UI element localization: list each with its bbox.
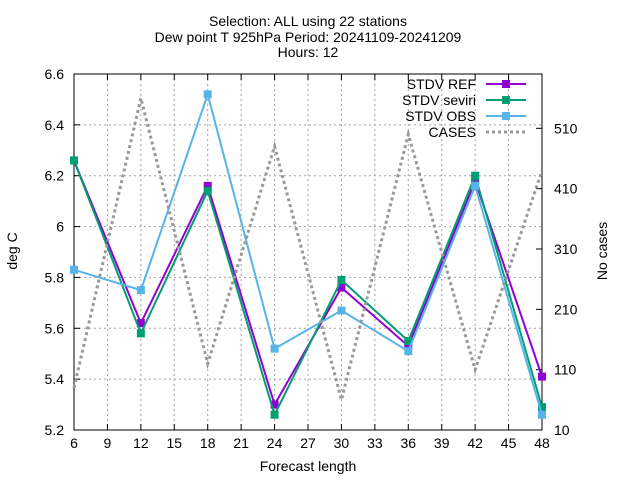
y-tick-label: 5.4 bbox=[45, 371, 65, 387]
x-tick-label: 9 bbox=[104, 435, 112, 451]
x-tick-label: 39 bbox=[434, 435, 450, 451]
y2-tick-label: 110 bbox=[554, 362, 577, 378]
legend-label: STDV seviri bbox=[402, 92, 476, 108]
legend-label: STDV OBS bbox=[405, 108, 476, 124]
x-tick-label: 36 bbox=[400, 435, 416, 451]
x-axis-label: Forecast length bbox=[260, 458, 357, 474]
y-tick-label: 6.4 bbox=[45, 117, 65, 133]
title-line-1: Selection: ALL using 22 stations bbox=[209, 13, 407, 29]
y-axis-label: deg C bbox=[4, 232, 20, 269]
y-tick-label: 6.6 bbox=[45, 66, 65, 82]
x-tick-label: 6 bbox=[70, 435, 78, 451]
y-tick-label: 5.6 bbox=[45, 320, 65, 336]
series-lines bbox=[70, 90, 546, 419]
series-line-3 bbox=[72, 97, 544, 401]
data-point bbox=[404, 337, 413, 345]
data-point bbox=[136, 286, 145, 295]
data-point bbox=[270, 344, 279, 353]
y-tick-label: 6.2 bbox=[45, 168, 65, 184]
legend-marker bbox=[502, 80, 510, 88]
data-point bbox=[337, 306, 346, 315]
legend-label: STDV REF bbox=[407, 76, 476, 92]
data-point bbox=[203, 90, 212, 99]
y2-tick-label: 210 bbox=[554, 301, 578, 317]
x-tick-label: 24 bbox=[267, 435, 283, 451]
data-point bbox=[203, 181, 212, 190]
y2-tick-label: 10 bbox=[554, 422, 570, 438]
data-point bbox=[404, 347, 413, 356]
y-tick-label: 6 bbox=[56, 219, 64, 235]
data-point bbox=[70, 265, 78, 274]
x-tick-label: 30 bbox=[334, 435, 350, 451]
data-point bbox=[538, 403, 546, 412]
title-line-3: Hours: 12 bbox=[278, 44, 339, 60]
y2-tick-label: 510 bbox=[554, 120, 578, 136]
y-tick-label: 5.8 bbox=[45, 269, 65, 285]
series-line-2 bbox=[73, 90, 543, 416]
data-point bbox=[337, 275, 346, 284]
title-line-2: Dew point T 925hPa Period: 20241109-2024… bbox=[155, 29, 462, 45]
axes: 6 9 12 15 18 21 24 27 30 33 36 39 42 45 48 5.2 5.4 5.6 5.8… bbox=[45, 66, 578, 451]
x-tick-label: 48 bbox=[534, 435, 550, 451]
x-tick-label: 12 bbox=[133, 435, 149, 451]
data-point bbox=[136, 319, 145, 328]
data-point bbox=[471, 171, 480, 180]
y2-tick-label: 310 bbox=[554, 241, 578, 257]
x-tick-label: 21 bbox=[233, 435, 249, 451]
x-tick-label: 33 bbox=[367, 435, 383, 451]
y-tick-label: 5.2 bbox=[45, 422, 65, 438]
data-point bbox=[70, 156, 78, 165]
chart-title: Selection: ALL using 22 stations Dew poi… bbox=[155, 13, 462, 60]
x-tick-label: 45 bbox=[501, 435, 517, 451]
x-tick-label: 15 bbox=[166, 435, 182, 451]
series-line-1 bbox=[73, 160, 543, 418]
legend-marker bbox=[502, 112, 510, 120]
plot-frame bbox=[73, 73, 543, 431]
data-point bbox=[404, 342, 413, 351]
x-tick-label: 42 bbox=[467, 435, 483, 451]
data-point bbox=[270, 400, 279, 409]
data-point bbox=[538, 410, 546, 419]
x-tick-label: 27 bbox=[300, 435, 316, 451]
data-point bbox=[270, 410, 279, 419]
legend-label: CASES bbox=[429, 124, 476, 140]
data-point bbox=[337, 283, 346, 292]
data-point bbox=[471, 181, 480, 190]
y2-tick-label: 410 bbox=[554, 181, 578, 197]
data-point bbox=[203, 186, 212, 195]
y2-axis-label: No cases bbox=[594, 222, 610, 280]
data-point bbox=[538, 372, 546, 381]
x-tick-label: 18 bbox=[200, 435, 216, 451]
data-point bbox=[471, 176, 480, 185]
legend-marker bbox=[502, 96, 510, 104]
data-point bbox=[136, 329, 145, 338]
grid bbox=[74, 74, 542, 430]
